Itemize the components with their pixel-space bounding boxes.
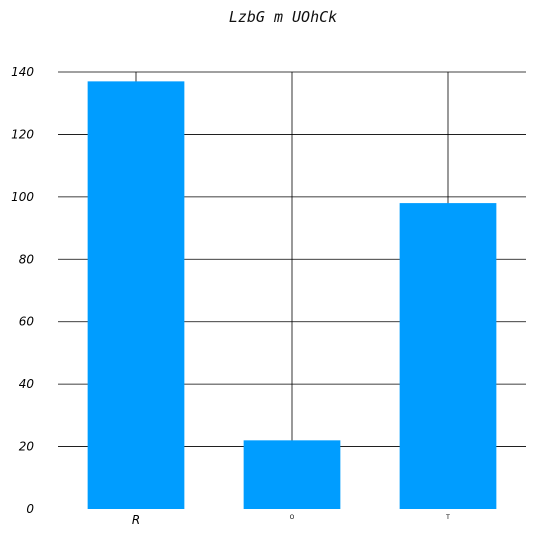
y-tick-label: 40 bbox=[19, 377, 35, 391]
chart-title: LzbG m UOhCk bbox=[228, 8, 338, 26]
y-tick-label: 20 bbox=[19, 440, 35, 454]
bar-T bbox=[399, 203, 497, 509]
bars-group bbox=[87, 81, 497, 509]
x-tick-label: R bbox=[132, 513, 140, 527]
y-tick-label: 0 bbox=[26, 502, 34, 516]
bar-R bbox=[87, 81, 185, 509]
y-tick-label: 120 bbox=[11, 127, 34, 141]
bar-O bbox=[243, 440, 341, 509]
y-tick-label: 140 bbox=[11, 65, 34, 79]
x-tick-label: O bbox=[290, 514, 295, 521]
y-tick-label: 80 bbox=[19, 252, 35, 266]
x-tick-label: T bbox=[445, 514, 450, 521]
y-tick-label: 60 bbox=[19, 315, 35, 329]
y-tick-labels: 0 20 40 60 80 100 120 140 bbox=[11, 65, 34, 516]
y-tick-label: 100 bbox=[11, 190, 34, 204]
